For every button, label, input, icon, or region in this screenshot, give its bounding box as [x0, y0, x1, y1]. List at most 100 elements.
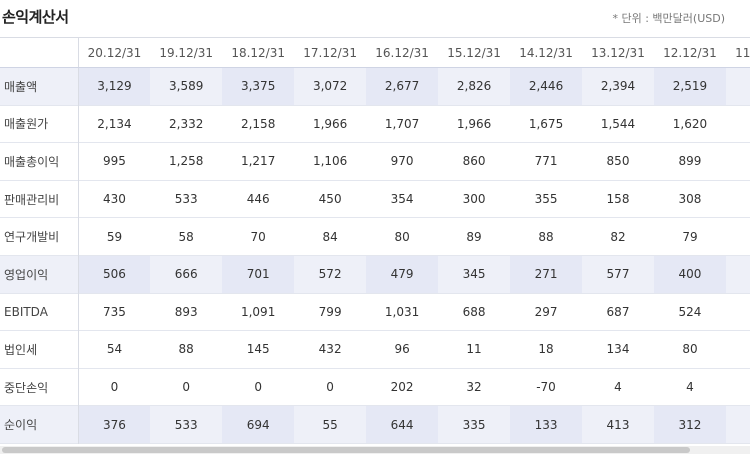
table-cell: 572: [294, 255, 367, 294]
row-label: EBITDA: [0, 293, 79, 331]
table-cell: 3,375: [222, 67, 295, 106]
table-cell: 3,129: [78, 67, 151, 106]
income-statement-table-wrapper: 20.12/31 19.12/31 18.12/31 17.12/31 16.12/31…: [0, 37, 750, 444]
column-header-date: 20.12/31: [78, 37, 151, 68]
table-cell: 297: [534, 304, 558, 319]
table-cell: 58: [150, 217, 223, 256]
table-cell: 524: [678, 304, 702, 319]
table-cell: [725, 330, 750, 369]
table-cell: 450: [294, 180, 367, 218]
table-cell: 1,707: [384, 116, 420, 131]
table-cell: 4: [686, 380, 694, 395]
table-cell: 84: [294, 217, 367, 256]
table-cell: 2,158: [240, 116, 276, 131]
table-cell: 0: [294, 368, 367, 406]
row-label: 매출총이익: [0, 142, 79, 181]
row-label: 판매관리비: [0, 180, 79, 218]
column-header-date: 16.12/31: [366, 37, 439, 68]
table-cell: 11: [438, 330, 511, 369]
column-header-date: 13.12/31: [582, 37, 654, 68]
table-cell: 335: [438, 405, 511, 444]
table-cell: 355: [534, 192, 558, 207]
table-cell: 3,072: [294, 67, 367, 106]
table-cell: 1: [725, 105, 750, 143]
table-cell: 479: [366, 255, 439, 294]
unit-note: * 단위 : 백만달러(USD): [612, 12, 725, 25]
table-cell: 89: [438, 217, 511, 256]
table-cell: 3,589: [150, 67, 223, 106]
table-cell: [725, 142, 750, 181]
table-cell: 735: [103, 304, 126, 319]
table-cell: [725, 405, 750, 444]
table-row: 순이익 376 533 694 55 644 335 133 413 312: [0, 405, 750, 444]
table-cell: 1,966: [438, 105, 511, 143]
column-header-date: 14.12/31: [510, 37, 583, 68]
table-cell: 2,332: [150, 105, 223, 143]
table-cell: 133: [510, 405, 583, 444]
table-cell: [725, 255, 750, 294]
table-row: 연구개발비 59 58 70 84 80 89 88 82 79: [0, 217, 750, 256]
table-row: 중단손익 0 0 0 0 202 32 -70 4 4: [0, 368, 750, 406]
table-cell: 688: [438, 293, 511, 331]
table-cell: 18: [538, 342, 554, 357]
table-row: 영업이익 506 666 701 572 479 345 271 577 400: [0, 255, 750, 294]
table-cell: 644: [366, 405, 439, 444]
table-cell: [725, 293, 750, 331]
column-header-date: 19.12/31: [150, 37, 223, 68]
table-cell: 2,826: [438, 67, 511, 106]
table-cell: 850: [582, 142, 654, 181]
table-cell: 1,620: [672, 116, 708, 131]
table-cell: 59: [106, 229, 123, 244]
table-cell: 2,394: [582, 67, 654, 106]
table-cell: 0: [150, 368, 223, 406]
table-cell: 345: [438, 255, 511, 294]
table-row: 매출총이익 995 1,258 1,217 1,106 970 860 771 850 899: [0, 142, 750, 181]
table-cell: 1,544: [582, 105, 654, 143]
table-cell: 666: [150, 255, 223, 294]
table-cell: 1,217: [240, 154, 276, 169]
table-cell: 32: [438, 368, 511, 406]
table-cell: 55: [294, 405, 367, 444]
table-cell: 446: [246, 192, 270, 207]
table-row: 매출원가 2,134 2,332 2,158 1,966 1,707 1,966 1,675 1…: [0, 105, 750, 143]
table-cell: [725, 217, 750, 256]
table-cell: 799: [294, 293, 367, 331]
column-header-date: 18.12/31: [222, 37, 295, 68]
table-cell: 0: [254, 380, 262, 395]
table-cell: 300: [438, 180, 511, 218]
table-cell: [725, 180, 750, 218]
table-cell: 80: [682, 342, 698, 357]
table-cell: 430: [103, 192, 126, 207]
table-cell: 995: [103, 154, 126, 169]
page-title: 손익계산서: [2, 8, 69, 26]
table-cell: 701: [222, 255, 295, 294]
table-cell: 312: [653, 405, 726, 444]
table-cell: 134: [582, 330, 654, 369]
table-row: 매출액 3,129 3,589 3,375 3,072 2,677 2,826 2,446 2,…: [0, 67, 750, 106]
table-cell: 88: [538, 229, 554, 244]
table-cell: 2: [725, 67, 750, 106]
table-cell: 1,966: [294, 105, 367, 143]
table-cell: 432: [294, 330, 367, 369]
table-cell: 308: [678, 192, 702, 207]
horizontal-scrollbar[interactable]: [0, 446, 750, 454]
scrollbar-thumb[interactable]: [2, 447, 690, 453]
table-cell: 96: [394, 342, 410, 357]
table-cell: 80: [394, 229, 410, 244]
column-header-date: 11.12/31: [725, 37, 750, 68]
table-cell: 400: [653, 255, 726, 294]
row-label: 영업이익: [0, 255, 79, 294]
table-cell: 202: [390, 380, 414, 395]
table-cell: 2,519: [653, 67, 726, 106]
row-label: 연구개발비: [0, 217, 79, 256]
table-cell: 0: [110, 380, 119, 395]
table-cell: 376: [78, 405, 151, 444]
income-statement-table: 20.12/31 19.12/31 18.12/31 17.12/31 16.12/31…: [0, 37, 750, 444]
table-cell: 82: [582, 217, 654, 256]
table-body: 매출액 3,129 3,589 3,375 3,072 2,677 2,826 2,446 2,…: [0, 67, 750, 444]
table-cell: 354: [390, 192, 414, 207]
header-row: 20.12/31 19.12/31 18.12/31 17.12/31 16.12/31…: [0, 37, 750, 68]
column-header-date: 17.12/31: [294, 37, 367, 68]
table-cell: 1,675: [528, 116, 564, 131]
table-cell: 1,258: [150, 142, 223, 181]
